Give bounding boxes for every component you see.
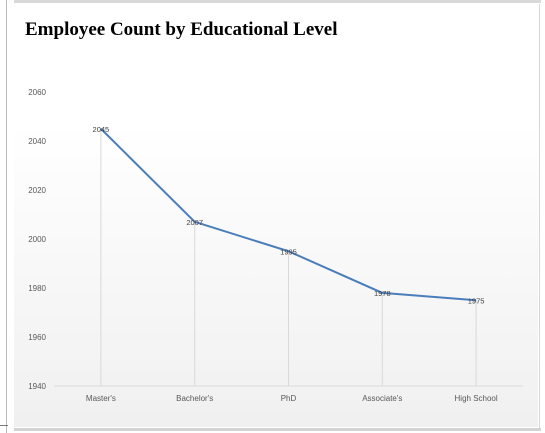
- x-tick-label: PhD: [281, 394, 297, 403]
- window-edge-top: [14, 0, 541, 3]
- chart-title: Employee Count by Educational Level: [25, 19, 338, 40]
- data-label: 1995: [280, 247, 297, 256]
- data-label: 1978: [374, 289, 391, 298]
- y-tick-label: 2000: [28, 235, 46, 244]
- data-label: 2007: [186, 218, 203, 227]
- axes: 1940 1960 1980 2000 2020 2040 2060 Master's Bach…: [28, 88, 523, 403]
- x-tick-label: Associate's: [362, 394, 402, 403]
- y-tick-label: 1960: [28, 333, 46, 342]
- window-edge-right: [539, 4, 540, 428]
- data-label: 2045: [93, 125, 110, 134]
- window-edge-bottom: [14, 428, 541, 431]
- x-tick-label: Bachelor's: [176, 394, 213, 403]
- y-tick-label: 2040: [28, 137, 46, 146]
- x-tick-label: Master's: [86, 394, 116, 403]
- y-tick-label: 1980: [28, 284, 46, 293]
- series: [100, 128, 477, 302]
- data-labels: 2045 2007 1995 1978 1975: [93, 125, 485, 306]
- y-tick-label: 1940: [28, 382, 46, 391]
- gridlines: [100, 128, 477, 386]
- window-edge-left: [6, 0, 7, 433]
- y-tick-label: 2060: [28, 88, 46, 97]
- data-label: 1975: [468, 296, 485, 305]
- x-tick-label: High School: [455, 394, 498, 403]
- y-tick-label: 2020: [28, 186, 46, 195]
- window-edge-tick: [0, 425, 8, 426]
- series-line: [100, 128, 477, 302]
